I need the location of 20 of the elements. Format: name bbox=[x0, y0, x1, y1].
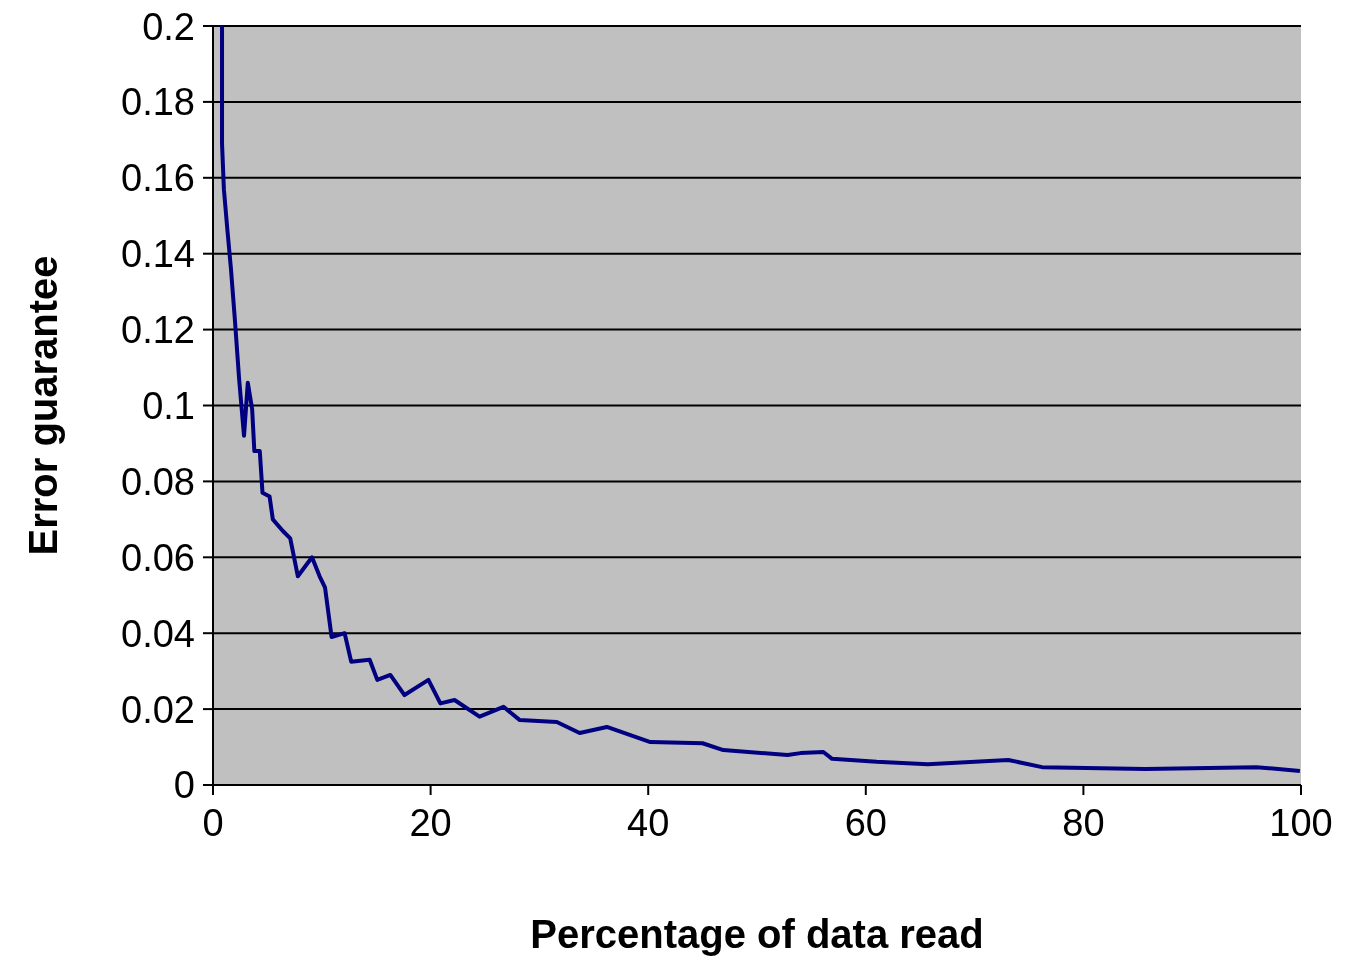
x-axis-title: Percentage of data read bbox=[530, 911, 984, 956]
y-tick-label: 0.1 bbox=[142, 384, 195, 427]
y-tick-label: 0.14 bbox=[121, 233, 195, 276]
y-tick-label: 0.18 bbox=[121, 81, 195, 124]
x-tick-label: 100 bbox=[1269, 801, 1333, 844]
line-series bbox=[220, 26, 1301, 773]
y-tick-label: 0.02 bbox=[121, 688, 195, 731]
y-tick-label: 0.12 bbox=[121, 309, 195, 352]
y-tick-label: 0.08 bbox=[121, 460, 195, 503]
y-tick-label: 0.04 bbox=[121, 612, 195, 655]
y-tick-label: 0 bbox=[173, 764, 195, 807]
x-tick-label: 0 bbox=[202, 801, 224, 844]
y-tick-label: 0.2 bbox=[142, 5, 195, 48]
y-tick-label: 0.16 bbox=[121, 157, 195, 200]
x-tick-label: 40 bbox=[627, 801, 670, 844]
x-tick-label: 20 bbox=[409, 801, 452, 844]
y-tick-label: 0.06 bbox=[121, 536, 195, 579]
y-axis-title: Error guarantee bbox=[21, 255, 66, 556]
x-tick-label: 60 bbox=[844, 801, 887, 844]
x-tick-label: 80 bbox=[1062, 801, 1105, 844]
